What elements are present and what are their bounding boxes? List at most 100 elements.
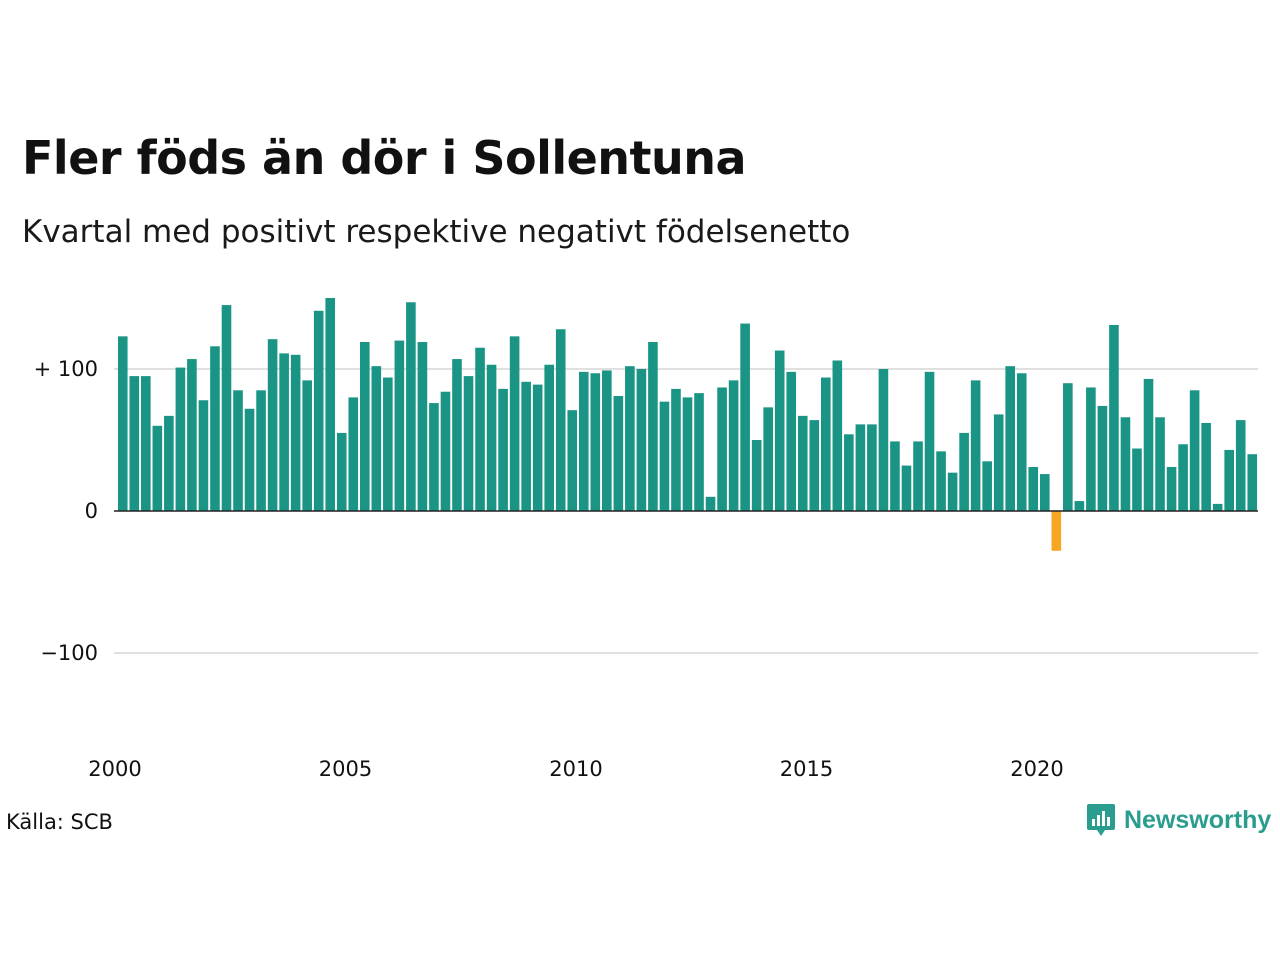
bar [751, 440, 762, 511]
bar [141, 376, 151, 511]
bar [832, 360, 843, 511]
bar [993, 414, 1004, 511]
bar [1189, 390, 1200, 511]
bar [1235, 420, 1246, 511]
bar [1132, 448, 1142, 511]
bar [901, 465, 912, 511]
bar [221, 305, 232, 511]
axes: + 100 0 −100 2000 2005 2010 2015 2020 [34, 357, 1258, 781]
bar [348, 397, 359, 511]
newsworthy-chart-bubble-icon [1087, 804, 1115, 836]
bar [313, 310, 324, 511]
bar [694, 393, 704, 511]
bar [913, 441, 923, 511]
bar [394, 340, 405, 511]
bar [659, 401, 670, 511]
x-tick-label: 2020 [1010, 757, 1063, 781]
x-tick-label: 2005 [319, 757, 372, 781]
bar [1155, 417, 1165, 511]
bar [1120, 417, 1131, 511]
bar [636, 369, 647, 511]
bar [602, 370, 612, 511]
bar [117, 336, 128, 511]
bar [809, 420, 820, 511]
bar [440, 391, 451, 511]
bar [763, 407, 773, 511]
bar [578, 371, 589, 511]
bar [648, 342, 658, 511]
bar [774, 350, 785, 511]
bar [279, 353, 289, 511]
y-tick-label: + 100 [34, 357, 98, 381]
bar [1051, 511, 1062, 551]
bar [1063, 383, 1073, 511]
chart-subtitle: Kvartal med positivt respektive negativt… [22, 214, 851, 250]
bar [844, 434, 854, 511]
bar [325, 298, 336, 511]
x-tick-label: 2010 [549, 757, 602, 781]
bar [233, 390, 243, 511]
bar [1005, 366, 1016, 511]
source-label: Källa: SCB [6, 810, 113, 834]
bar [406, 302, 416, 511]
bar [855, 424, 866, 511]
gridlines [114, 368, 1258, 654]
bar [959, 432, 969, 511]
bar [717, 387, 727, 511]
bar [625, 366, 635, 511]
bar [1109, 324, 1119, 511]
bar [544, 364, 554, 511]
bar [821, 377, 831, 511]
bar [786, 371, 797, 511]
bar [728, 380, 739, 511]
bar [867, 424, 877, 511]
bar [210, 346, 220, 511]
bar [417, 342, 428, 511]
bar [1143, 378, 1154, 511]
y-tick-label: 0 [85, 499, 98, 523]
bar [383, 377, 393, 511]
bar [982, 461, 992, 511]
bar [555, 329, 566, 511]
bar [1247, 454, 1258, 511]
bar [267, 339, 278, 511]
bar [256, 390, 266, 511]
bar [164, 415, 174, 511]
bar [947, 472, 958, 511]
bar [475, 347, 485, 511]
bar [567, 410, 578, 511]
bar [797, 415, 808, 511]
bars [117, 298, 1258, 551]
bar [1074, 501, 1085, 511]
bar [359, 342, 370, 511]
bar [498, 388, 508, 511]
bar [590, 373, 601, 511]
bar [1166, 466, 1177, 511]
bar [532, 384, 543, 511]
x-tick-label: 2015 [780, 757, 833, 781]
bar [175, 367, 186, 511]
bar [152, 425, 163, 511]
bar [1178, 444, 1188, 511]
bar [336, 432, 347, 511]
bar [1212, 503, 1223, 511]
newsworthy-logo: Newsworthy [1086, 802, 1271, 838]
bar [936, 451, 946, 511]
x-tick-label: 2000 [88, 757, 141, 781]
bar [924, 371, 935, 511]
bar [705, 496, 716, 511]
bar [187, 359, 197, 511]
bar [613, 395, 624, 511]
bar [682, 397, 693, 511]
bar [198, 400, 209, 511]
bar [371, 366, 382, 511]
bar [890, 441, 900, 511]
bar [290, 354, 301, 511]
bar [740, 323, 750, 511]
bar [1039, 474, 1050, 511]
bar [970, 380, 981, 511]
bar [521, 381, 531, 511]
bar [429, 403, 439, 511]
bar [1097, 405, 1108, 511]
